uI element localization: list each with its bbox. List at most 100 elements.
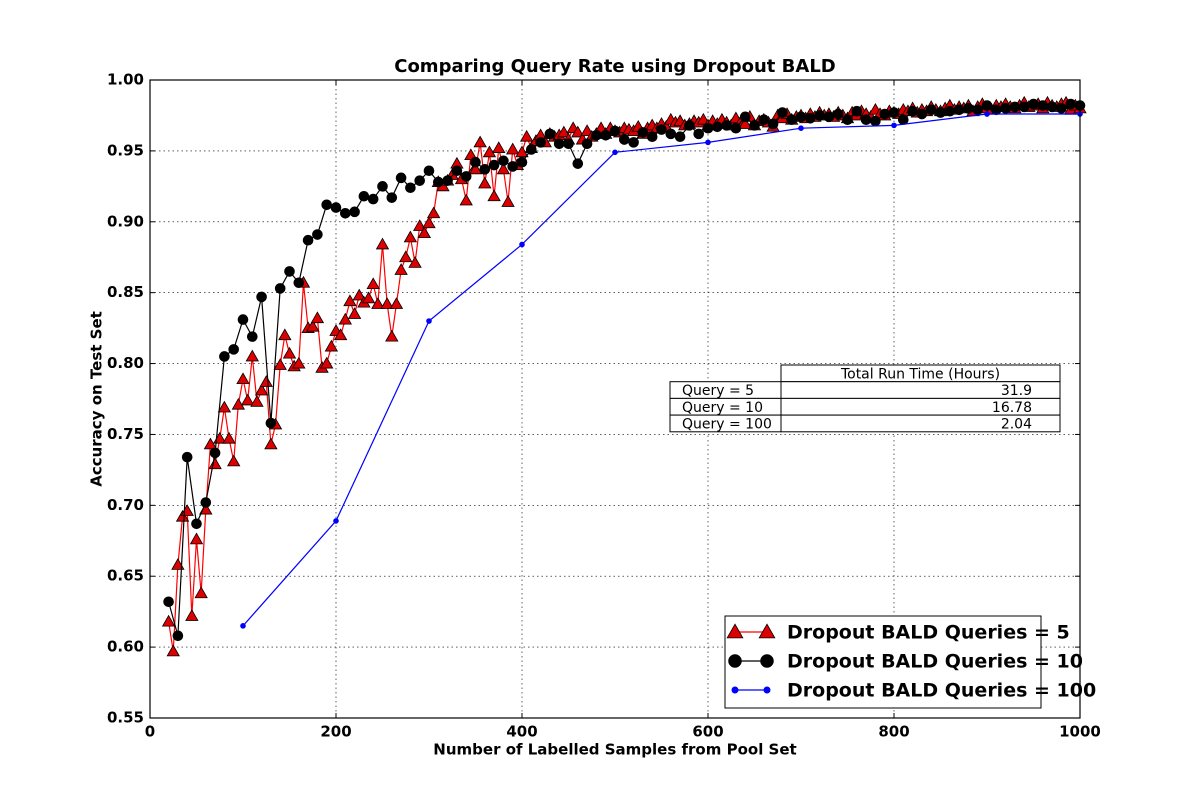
marker xyxy=(265,417,277,429)
marker xyxy=(519,129,534,142)
marker xyxy=(758,623,776,639)
marker xyxy=(519,241,525,248)
marker xyxy=(200,497,212,508)
marker xyxy=(217,400,232,413)
marker xyxy=(805,112,816,124)
axes-frame xyxy=(149,79,1081,719)
marker xyxy=(1000,103,1011,114)
marker xyxy=(175,509,190,522)
x-tick-label: 200 xyxy=(320,723,351,741)
marker xyxy=(739,111,751,123)
marker xyxy=(814,110,825,121)
marker xyxy=(730,122,742,134)
y-tick-label: 0.65 xyxy=(107,567,144,585)
marker xyxy=(459,193,473,206)
marker xyxy=(185,609,199,621)
marker xyxy=(1009,101,1021,113)
marker xyxy=(767,118,779,130)
marker xyxy=(674,131,686,143)
table-row-label: Query = 100 xyxy=(682,416,772,432)
marker xyxy=(320,356,334,369)
marker xyxy=(417,226,432,239)
marker xyxy=(358,190,370,202)
marker xyxy=(1065,98,1076,110)
marker xyxy=(423,165,435,177)
marker xyxy=(349,206,360,218)
marker xyxy=(426,206,441,219)
marker xyxy=(991,104,1002,116)
table-value-cell xyxy=(780,414,1061,433)
marker xyxy=(172,630,184,642)
y-tick-label: 0.70 xyxy=(107,496,144,514)
marker xyxy=(375,237,390,250)
marker xyxy=(442,175,453,186)
marker xyxy=(738,117,752,129)
marker xyxy=(526,144,537,155)
marker xyxy=(479,164,491,175)
marker xyxy=(367,193,379,205)
marker xyxy=(591,129,602,141)
x-tick-label: 1000 xyxy=(1059,723,1101,741)
marker xyxy=(535,137,546,148)
marker xyxy=(259,375,273,387)
marker xyxy=(544,128,556,140)
marker xyxy=(1028,98,1039,110)
marker xyxy=(254,383,269,396)
marker xyxy=(907,105,918,117)
marker xyxy=(693,128,705,140)
marker xyxy=(842,114,853,125)
marker xyxy=(1056,103,1067,114)
marker xyxy=(823,111,835,123)
marker xyxy=(293,277,305,289)
marker xyxy=(581,138,593,150)
marker xyxy=(786,114,798,125)
marker xyxy=(473,135,487,148)
marker xyxy=(371,297,385,309)
marker xyxy=(860,114,872,125)
marker xyxy=(338,312,352,325)
marker xyxy=(851,105,863,117)
marker xyxy=(386,192,398,203)
marker xyxy=(488,159,500,171)
marker xyxy=(702,122,714,134)
y-tick-label: 0.55 xyxy=(107,709,144,727)
table-row-label: Query = 5 xyxy=(682,383,754,399)
marker xyxy=(731,686,739,694)
marker xyxy=(394,263,408,275)
marker xyxy=(507,161,519,172)
marker xyxy=(228,344,239,355)
y-tick-label: 0.85 xyxy=(107,283,144,301)
marker xyxy=(478,176,492,189)
marker xyxy=(628,137,639,148)
marker xyxy=(619,134,630,145)
marker xyxy=(273,358,287,370)
marker xyxy=(203,437,218,450)
x-axis-label: Number of Labelled Samples from Pool Set xyxy=(433,741,796,759)
marker xyxy=(403,230,418,243)
marker xyxy=(572,158,584,169)
legend-label: Dropout BALD Queries = 100 xyxy=(787,680,1096,702)
marker xyxy=(414,175,426,186)
marker xyxy=(496,162,511,175)
plot-area xyxy=(161,95,1087,657)
marker xyxy=(684,120,695,131)
marker xyxy=(728,654,742,668)
marker xyxy=(953,104,965,116)
marker xyxy=(310,311,325,324)
marker xyxy=(832,108,844,120)
marker xyxy=(380,297,394,309)
marker xyxy=(292,356,306,369)
marker xyxy=(1037,100,1049,111)
marker xyxy=(1046,101,1058,113)
series-line xyxy=(242,113,1080,627)
marker xyxy=(340,207,351,219)
marker xyxy=(181,451,193,463)
marker xyxy=(891,122,897,129)
table-value: 16.78 xyxy=(992,400,1032,416)
marker xyxy=(972,104,984,116)
y-axis-label: Accuracy on Test Set xyxy=(88,311,106,487)
y-tick-label: 0.60 xyxy=(107,638,144,656)
marker xyxy=(726,623,744,639)
marker xyxy=(916,108,928,120)
